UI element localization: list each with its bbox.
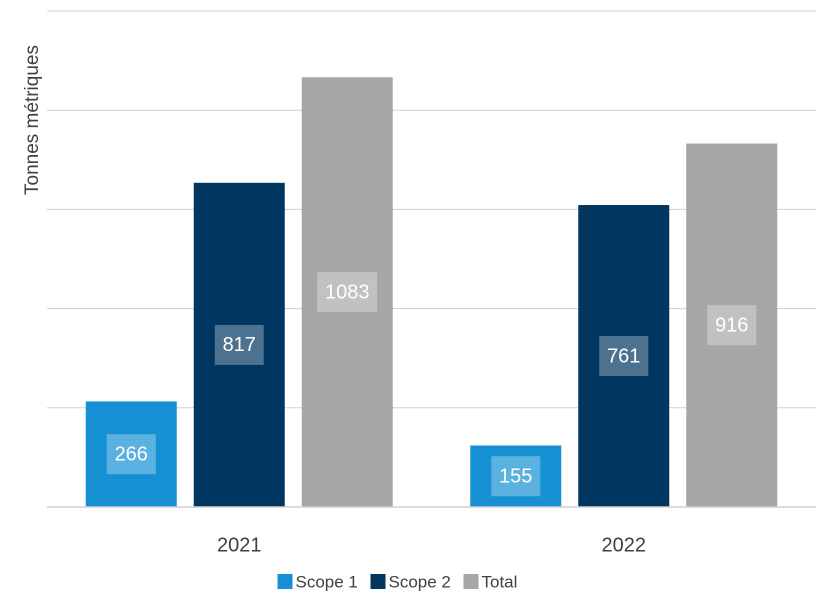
bar [301, 77, 393, 508]
bar [578, 205, 670, 507]
data-label: 817 [223, 334, 256, 356]
data-label: 1083 [325, 281, 370, 303]
data-label-box [106, 434, 156, 475]
legend-swatch [370, 574, 386, 589]
data-label: 266 [115, 444, 148, 466]
legend-swatch [463, 574, 479, 589]
data-label: 761 [607, 345, 640, 367]
x-tick-label: 2022 [602, 534, 647, 556]
x-tick-label: 2021 [217, 534, 262, 556]
bar [85, 401, 177, 507]
data-label-box [214, 324, 264, 365]
legend-swatch [277, 574, 293, 589]
data-label-box [317, 272, 378, 313]
data-label-box [599, 336, 649, 377]
bar [193, 182, 285, 508]
data-label: 155 [499, 466, 532, 488]
legend-label: Scope 2 [389, 572, 451, 591]
data-label-box [491, 456, 541, 497]
data-label-box [707, 305, 757, 346]
bar [470, 445, 562, 507]
legend-label: Total [482, 572, 518, 591]
bar [686, 143, 778, 508]
data-label: 916 [715, 315, 748, 337]
y-axis-title: Tonnes métriques [22, 45, 43, 195]
legend-label: Scope 1 [296, 572, 358, 591]
